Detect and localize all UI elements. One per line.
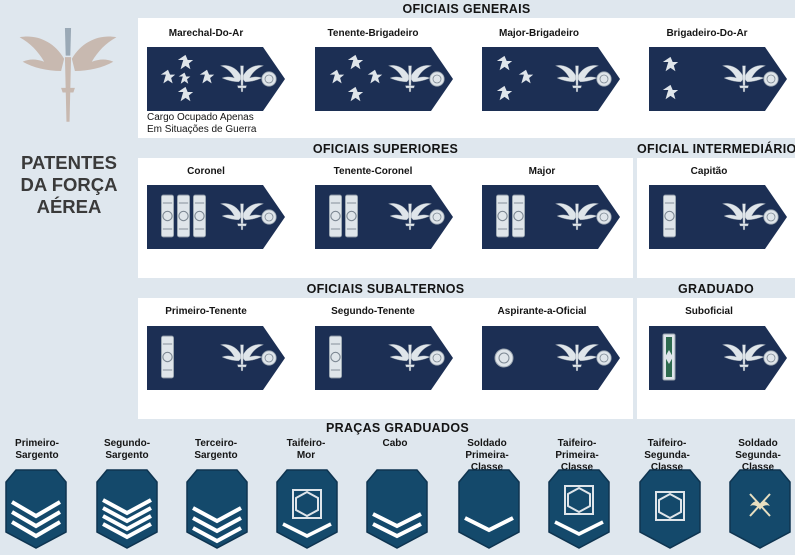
rank-label-coronel: Coronel [146,166,266,178]
marechal-note-line-2: Em Situações de Guerra [147,124,297,136]
insignia-capitao [649,185,787,249]
praca-label-segundo-sargento: Segundo-Sargento [90,438,164,462]
insignia-taifeiro-segunda-classe [640,470,700,548]
insignia-major-brigadeiro [482,47,620,111]
praca-label-taifeiro-mor: Taifeiro-Mor [269,438,343,462]
section-header-pracas: PRAÇAS GRADUADOS [0,419,795,437]
rank-label-major-brigadeiro: Major-Brigadeiro [479,28,599,40]
insignia-cabo [367,470,427,548]
insignia-taifeiro-primeira-classe [549,470,609,548]
insignia-primeiro-sargento [6,470,66,548]
marechal-note: Cargo Ocupado Apenas Em Situações de Gue… [147,112,297,136]
bar-icon [512,195,524,237]
section-header-graduado: GRADUADO [637,280,795,298]
bar-icon [161,336,173,378]
button-icon [430,351,444,365]
insignia-segundo-tenente [315,326,453,390]
insignia-tenente-coronel [315,185,453,249]
praca-label-taifeiro-segunda-classe: Taifeiro-Segunda-Classe [630,438,704,474]
rank-label-primeiro-tenente: Primeiro-Tenente [146,306,266,318]
insignia-primeiro-tenente [147,326,285,390]
bar-icon [496,195,508,237]
rank-label-suboficial: Suboficial [649,306,769,318]
insignia-taifeiro-mor [277,470,337,548]
insignia-marechal [147,47,285,111]
rank-label-major: Major [482,166,602,178]
insignia-terceiro-sargento [187,470,247,548]
praca-label-soldado-primeira-classe: SoldadoPrimeira-Classe [450,438,524,474]
rank-label-marechal: Marechal-Do-Ar [146,28,266,40]
section-header-generais: OFICIAIS GENERAIS [138,0,795,18]
button-icon [430,210,444,224]
insignia-aspirante [482,326,620,390]
button-icon [430,72,444,86]
air-force-emblem-icon [4,28,132,124]
rank-label-segundo-tenente: Segundo-Tenente [313,306,433,318]
insignia-coronel [147,185,285,249]
button-icon [597,351,611,365]
button-icon [262,72,276,86]
praca-label-taifeiro-primeira-classe: Taifeiro-Primeira-Classe [540,438,614,474]
insignia-major [482,185,620,249]
rank-label-capitao: Capitão [649,166,769,178]
bar-icon [193,195,205,237]
bar-icon [329,336,341,378]
title-line-2: DA FORÇA [0,174,138,196]
praca-label-soldado-segunda-classe: SoldadoSegunda-Classe [721,438,795,474]
insignia-brigadeiro [649,47,787,111]
bar-icon [345,195,357,237]
button-icon [495,349,513,367]
insignia-tenente-brigadeiro [315,47,453,111]
section-header-subalternos: OFICIAIS SUBALTERNOS [138,280,633,298]
insignia-soldado-segunda-classe [730,470,790,548]
bar-icon [161,195,173,237]
rank-label-tenente-brigadeiro: Tenente-Brigadeiro [313,28,433,40]
bar-icon [663,195,675,237]
rank-label-tenente-coronel: Tenente-Coronel [313,166,433,178]
button-icon [262,210,276,224]
marechal-note-line-1: Cargo Ocupado Apenas [147,112,297,124]
praca-label-primeiro-sargento: Primeiro-Sargento [0,438,74,462]
bar-icon [177,195,189,237]
praca-label-cabo: Cabo [358,438,432,450]
button-icon [764,351,778,365]
button-icon [262,351,276,365]
rank-label-brigadeiro: Brigadeiro-Do-Ar [647,28,767,40]
rank-label-aspirante: Aspirante-a-Oficial [482,306,602,318]
praca-label-terceiro-sargento: Terceiro-Sargento [179,438,253,462]
insignia-segundo-sargento [97,470,157,548]
insignia-suboficial [649,326,787,390]
bar-icon [329,195,341,237]
section-header-intermediario: OFICIAL INTERMEDIÁRIO [637,140,795,158]
title-line-1: PATENTES [0,152,138,174]
page-title: PATENTES DA FORÇA AÉREA [0,152,138,218]
button-icon [764,72,778,86]
button-icon [597,72,611,86]
section-header-superiores: OFICIAIS SUPERIORES [138,140,633,158]
insignia-soldado-primeira-classe [459,470,519,548]
button-icon [597,210,611,224]
button-icon [764,210,778,224]
title-line-3: AÉREA [0,196,138,218]
